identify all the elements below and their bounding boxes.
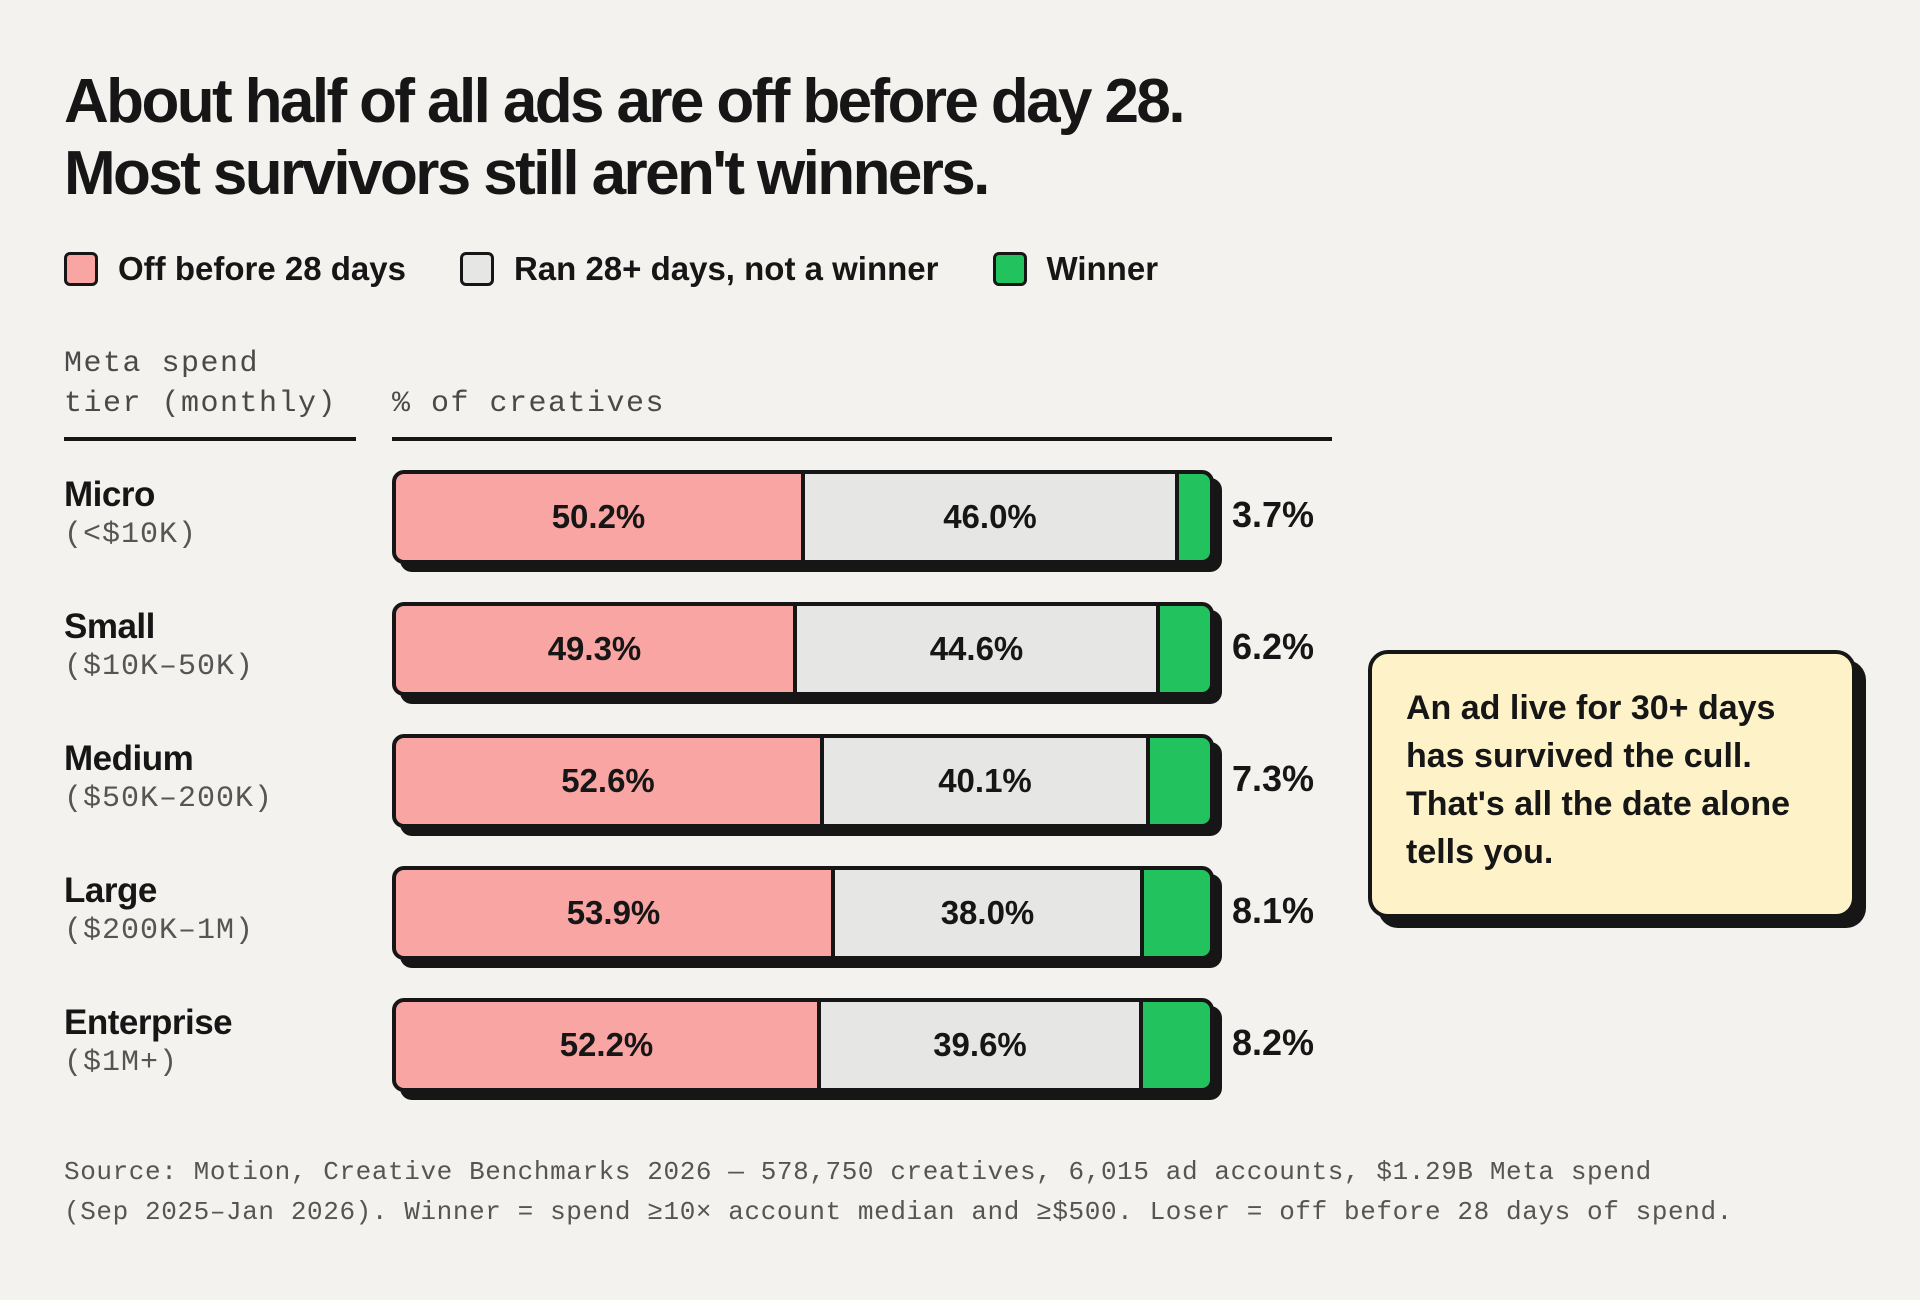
legend-swatch-ran <box>459 252 494 286</box>
row-tier-name: Small <box>64 607 155 646</box>
winner-value-label: 8.2% <box>1232 1022 1315 1063</box>
value-column-header: % of creatives <box>392 387 666 421</box>
bar-segment-off: 50.2% <box>396 474 805 560</box>
stacked-bar: 50.2% 46.0% <box>392 470 1214 564</box>
row-tier-range: (<$10K) <box>64 518 198 552</box>
bar-segment-winner <box>1144 870 1210 956</box>
stacked-bar: 53.9% 38.0% <box>392 866 1214 960</box>
title-line-1: About half of all ads are off before day… <box>64 67 1186 136</box>
bar-segment-off: 52.2% <box>396 1002 821 1088</box>
bar-segment-ran: 46.0% <box>805 474 1179 560</box>
row-label: Enterprise ($1M+) <box>64 1002 233 1082</box>
legend-swatch-off <box>64 252 98 286</box>
legend-label-winner: Winner <box>1046 250 1159 287</box>
row-tier-range: ($200K–1M) <box>64 914 255 948</box>
row-tier-name: Medium <box>64 739 194 778</box>
bar-segment-winner <box>1160 606 1210 692</box>
bar-segment-ran: 39.6% <box>821 1002 1143 1088</box>
legend-item-off: Off before 28 days <box>64 250 406 288</box>
row-label: Medium ($50K–200K) <box>64 738 273 818</box>
chart-title: About half of all ads are off before day… <box>64 66 1186 210</box>
winner-value-label: 7.3% <box>1232 758 1315 799</box>
bar-segment-off: 53.9% <box>396 870 835 956</box>
value-header-rule <box>392 437 1332 441</box>
row-tier-range: ($50K–200K) <box>64 782 274 816</box>
stacked-bar: 49.3% 44.6% <box>392 602 1214 696</box>
bar-segment-winner <box>1143 1002 1210 1088</box>
legend-label-off: Off before 28 days <box>118 250 406 287</box>
bar-segment-off: 49.3% <box>396 606 797 692</box>
bar-segment-ran: 38.0% <box>835 870 1144 956</box>
row-label: Small ($10K–50K) <box>64 606 254 686</box>
bar-segment-winner <box>1179 474 1210 560</box>
winner-value-label: 6.2% <box>1232 626 1315 667</box>
row-tier-name: Enterprise <box>64 1003 233 1042</box>
bar-segment-off: 52.6% <box>396 738 824 824</box>
legend-item-winner: Winner <box>992 250 1159 288</box>
legend-swatch-winner <box>992 252 1027 286</box>
row-tier-range: ($1M+) <box>64 1046 179 1080</box>
stacked-bar: 52.6% 40.1% <box>392 734 1214 828</box>
bar-segment-ran: 44.6% <box>797 606 1160 692</box>
source-line-2: (Sep 2025–Jan 2026). Winner = spend ≥10×… <box>64 1197 1733 1227</box>
source-line-1: Source: Motion, Creative Benchmarks 2026… <box>64 1157 1652 1187</box>
row-label: Large ($200K–1M) <box>64 870 254 950</box>
winner-value-label: 8.1% <box>1232 890 1315 931</box>
bar-segment-ran: 40.1% <box>824 738 1150 824</box>
row-tier-name: Micro <box>64 475 155 514</box>
tier-column-header: Meta spend tier (monthly) <box>64 347 338 421</box>
stacked-bar: 52.2% 39.6% <box>392 998 1214 1092</box>
legend-item-ran: Ran 28+ days, not a winner <box>459 250 939 288</box>
row-tier-range: ($10K–50K) <box>64 650 255 684</box>
bar-segment-winner <box>1150 738 1210 824</box>
row-tier-name: Large <box>64 871 157 910</box>
title-line-2: Most survivors still aren't winners. <box>64 139 990 208</box>
legend-label-ran: Ran 28+ days, not a winner <box>513 250 939 287</box>
source-note: Source: Motion, Creative Benchmarks 2026… <box>64 1152 1864 1232</box>
legend: Off before 28 days Ran 28+ days, not a w… <box>64 250 1212 288</box>
winner-value-label: 3.7% <box>1232 494 1315 535</box>
tier-header-rule <box>64 437 356 441</box>
row-label: Micro (<$10K) <box>64 474 197 554</box>
callout-note: An ad live for 30+ days has survived the… <box>1368 650 1856 918</box>
